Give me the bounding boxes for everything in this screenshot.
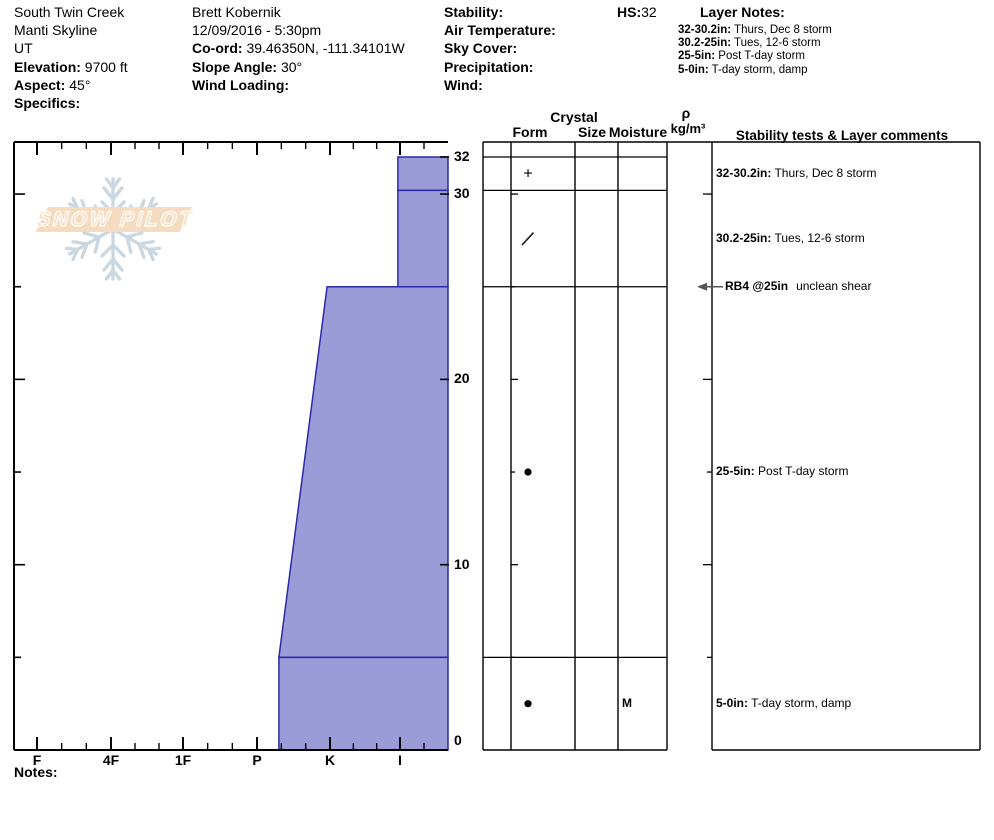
sky-cover-label: Sky Cover: bbox=[444, 40, 518, 56]
hardness-label: F bbox=[32, 752, 42, 768]
layer-comment-row: 25-5in: Post T-day storm bbox=[716, 464, 849, 479]
layer-note-range: 5-0in: bbox=[678, 63, 709, 76]
grain-symbol-rg-icon bbox=[524, 700, 532, 708]
hs-row: HS:32 bbox=[617, 3, 657, 22]
specifics-label: Specifics: bbox=[14, 95, 81, 111]
hardness-label: 1F bbox=[174, 752, 192, 768]
depth-label: 20 bbox=[454, 370, 470, 387]
slope-label: Slope Angle: bbox=[192, 59, 278, 75]
notes-label: Notes: bbox=[14, 764, 58, 780]
site-range: Manti Skyline bbox=[14, 22, 98, 38]
test-arrow-head-icon bbox=[697, 282, 707, 291]
observer-name: Brett Kobernik bbox=[192, 4, 281, 20]
layer-note-range: 30.2-25in: bbox=[678, 37, 732, 50]
comments-header: Stability tests & Layer comments bbox=[735, 128, 949, 143]
logo-text: SNOW PILOT bbox=[34, 207, 198, 231]
layer-note-range: 32-30.2in: bbox=[678, 24, 732, 36]
wind-loading-row: Wind Loading: bbox=[192, 76, 289, 95]
density-header: ρ bbox=[681, 105, 691, 121]
layer-bar-2 bbox=[278, 285, 449, 659]
hardness-label: 4F bbox=[102, 752, 120, 768]
hardness-label: K bbox=[324, 752, 336, 768]
layer-bar-0 bbox=[397, 156, 449, 192]
depth-label: 0 bbox=[454, 732, 462, 748]
snowflake-arm bbox=[64, 225, 119, 262]
air-temp-label: Air Temperature: bbox=[444, 22, 556, 38]
pit-datetime: 12/09/2016 - 5:30pm bbox=[192, 22, 322, 38]
site-state: UT bbox=[14, 40, 33, 56]
hardness-bars bbox=[278, 156, 449, 751]
coord-value: 39.46350N, -111.34101W bbox=[246, 40, 405, 56]
snowflake-arm bbox=[107, 225, 162, 262]
hardness-label: P bbox=[252, 752, 262, 768]
layer-notes-title: Layer Notes: bbox=[700, 4, 785, 20]
comment-range: 5-0in: bbox=[716, 695, 749, 710]
depth-label: 30 bbox=[454, 185, 470, 202]
grain-symbols: + bbox=[521, 166, 723, 708]
snowpilot-logo: SNOW PILOT bbox=[33, 207, 198, 232]
elevation-value: 9700 ft bbox=[84, 59, 128, 75]
specifics-row: Specifics: bbox=[14, 94, 80, 113]
test-label: RB4 @25in bbox=[725, 278, 789, 293]
coord-row: Co-ord: 39.46350N, -111.34101W bbox=[192, 39, 405, 58]
wind-label: Wind: bbox=[444, 77, 483, 93]
site-name: South Twin Creek bbox=[14, 4, 125, 20]
layer-note-row: 25-5in: Post T-day storm bbox=[678, 50, 805, 63]
layer-note-row: 5-0in: T-day storm, damp bbox=[678, 63, 808, 76]
moisture-value: M bbox=[622, 695, 632, 710]
wind-loading-label: Wind Loading: bbox=[192, 77, 290, 93]
stability-test-row: RB4 @25in unclean shear bbox=[725, 279, 871, 293]
crystal-header: Crystal bbox=[550, 109, 598, 125]
hs-label: HS: bbox=[617, 4, 642, 20]
test-result: unclean shear bbox=[796, 278, 872, 293]
snowflake-arm bbox=[100, 223, 126, 281]
layer-note-row: 32-30.2in: Thurs, Dec 8 storm bbox=[678, 24, 832, 36]
slope-row: Slope Angle: 30° bbox=[192, 58, 302, 77]
comment-range: 32-30.2in: bbox=[716, 165, 772, 180]
stability-label: Stability: bbox=[444, 4, 504, 20]
comment-range: 25-5in: bbox=[716, 464, 755, 479]
density-units: kg/m³ bbox=[670, 121, 706, 136]
slope-value: 30° bbox=[280, 59, 303, 75]
grain-symbol-rg-icon bbox=[524, 468, 532, 476]
hardness-label: I bbox=[398, 752, 402, 768]
size-header: Size bbox=[577, 124, 606, 140]
layer-bar-1 bbox=[397, 189, 449, 288]
depth-label: 32 bbox=[454, 148, 470, 164]
hs-value: 32 bbox=[641, 4, 657, 20]
logo-banner-shape bbox=[35, 207, 192, 232]
layer-bar-3 bbox=[278, 656, 449, 751]
layer-note-range: 25-5in: bbox=[678, 50, 716, 63]
depth-label: 10 bbox=[454, 555, 470, 572]
elevation-row: Elevation: 9700 ft bbox=[14, 58, 128, 77]
layer-comment-row: 5-0in: T-day storm, damp bbox=[716, 695, 852, 710]
aspect-value: 45° bbox=[69, 77, 91, 93]
aspect-label: Aspect: bbox=[14, 77, 66, 93]
grain-symbol-pp-icon: + bbox=[523, 166, 532, 183]
layer-comment-row: 30.2-25in: Tues, 12-6 storm bbox=[716, 230, 865, 245]
precip-label: Precipitation: bbox=[444, 59, 534, 75]
moisture-header: Moisture bbox=[608, 124, 668, 140]
comment-range: 30.2-25in: bbox=[716, 230, 772, 245]
grain-symbol-df-icon bbox=[521, 231, 535, 246]
layer-comment-row: 32-30.2in: Thurs, Dec 8 storm bbox=[716, 165, 877, 180]
form-header: Form bbox=[512, 124, 548, 140]
aspect-row: Aspect: 45° bbox=[14, 76, 90, 95]
layer-note-row: 30.2-25in: Tues, 12-6 storm bbox=[678, 37, 821, 50]
elevation-label: Elevation: bbox=[14, 59, 81, 75]
coord-label: Co-ord: bbox=[192, 40, 243, 56]
